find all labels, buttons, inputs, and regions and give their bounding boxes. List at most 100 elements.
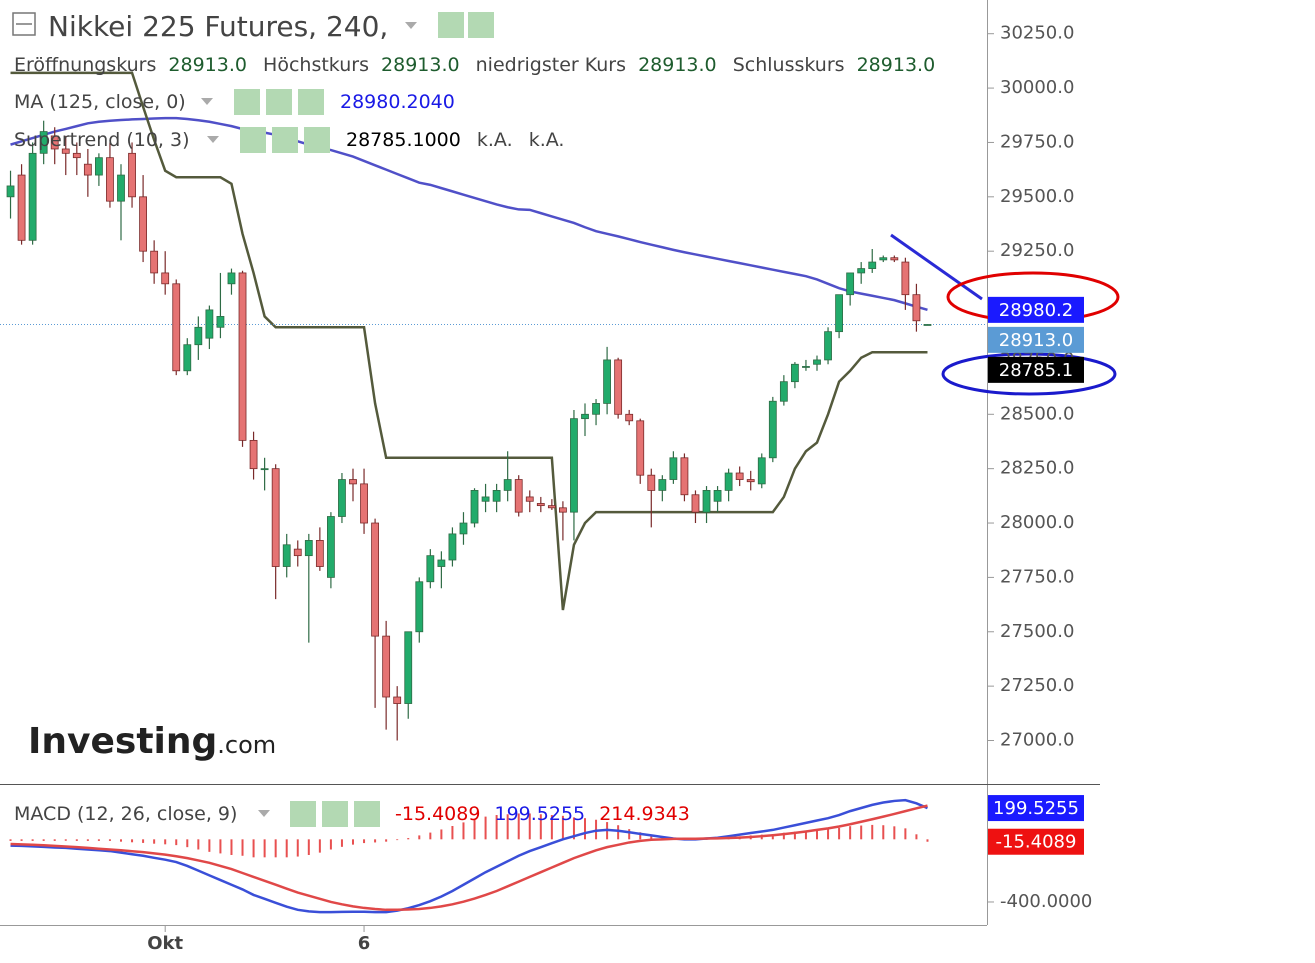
histogram-bar <box>274 839 277 858</box>
candle-body <box>194 326 203 346</box>
histogram-bar <box>329 839 332 850</box>
dropdown[interactable] <box>405 22 417 29</box>
histogram-bar <box>451 826 454 840</box>
candle-body <box>691 494 700 513</box>
candle-body <box>371 522 379 637</box>
candle-body <box>570 418 578 513</box>
icon[interactable] <box>354 801 380 827</box>
ohlc-label: Schlusskurs <box>733 54 845 76</box>
price-badge <box>988 326 1084 353</box>
histogram-bar <box>120 839 122 842</box>
histogram-bar <box>926 839 929 842</box>
histogram-bar <box>9 839 12 841</box>
icon[interactable] <box>298 89 324 115</box>
dropdown[interactable] <box>258 810 270 817</box>
candle-body <box>868 261 877 269</box>
icon[interactable] <box>240 127 266 153</box>
histogram-bar <box>539 814 542 840</box>
candle-body <box>647 474 656 491</box>
histogram-bar <box>340 839 343 847</box>
macd-values: -15.4089 199.5255 214.9343 <box>395 803 690 825</box>
y-tick-label: 29500.0 <box>1000 186 1074 207</box>
histogram-bar <box>849 826 852 840</box>
candle-body <box>658 479 667 491</box>
x-tick-label: 6 <box>358 933 371 954</box>
histogram-bar <box>86 839 89 841</box>
candle-body <box>835 294 843 333</box>
histogram-bar <box>396 839 399 841</box>
icon[interactable] <box>468 12 494 38</box>
candle-body <box>492 490 501 502</box>
dropdown[interactable] <box>207 136 219 143</box>
histogram-bar <box>263 839 266 858</box>
dropdown[interactable] <box>201 98 213 105</box>
candle-body <box>315 540 324 567</box>
icon[interactable] <box>290 801 316 827</box>
y-tick-label: 29250.0 <box>1000 240 1074 261</box>
histogram-bar <box>131 839 134 843</box>
y-tick-label: -400.0000 <box>1000 891 1092 912</box>
histogram-bar <box>617 825 620 840</box>
candle-body <box>536 503 545 507</box>
histogram-bar <box>42 839 45 841</box>
macd-value: 199.5255 <box>494 803 585 825</box>
histogram-bar <box>219 839 222 854</box>
candle-body <box>161 272 170 285</box>
candle-body <box>238 272 247 441</box>
candle-body <box>757 457 766 485</box>
watermark-text: Investing <box>28 721 217 762</box>
candle-body <box>61 148 70 154</box>
histogram-bar <box>639 832 642 840</box>
ohlc-value: 28913.0 <box>857 54 936 76</box>
candle-body <box>791 363 799 383</box>
price-badge <box>988 296 1084 323</box>
candle-body <box>404 631 413 704</box>
candle-body <box>448 533 457 561</box>
histogram-bar <box>429 832 432 840</box>
price-badge <box>988 356 1084 383</box>
candle-body <box>260 468 269 471</box>
histogram-bar <box>462 822 465 840</box>
candle-body <box>249 439 258 470</box>
y-tick-label: 30250.0 <box>1000 23 1074 44</box>
ohlc-legend: Eröffnungskurs 28913.0 Höchstkurs 28913.… <box>14 54 935 76</box>
icon[interactable] <box>266 89 292 115</box>
legend-value: 28785.1000 <box>346 129 461 151</box>
candle-body <box>603 359 611 404</box>
legend-entry: Supertrend (10, 3) <box>14 129 190 151</box>
candle-body <box>271 468 280 567</box>
candle-body <box>360 483 368 524</box>
legend-values: 28785.1000 k.A. k.A. <box>346 129 564 151</box>
candle-body <box>95 157 103 176</box>
histogram-bar <box>584 818 586 840</box>
x-tick-label: Okt <box>147 933 183 954</box>
histogram-bar <box>153 839 156 844</box>
candle-body <box>779 381 788 402</box>
candle-body <box>713 490 722 502</box>
candle-body <box>349 479 357 485</box>
watermark-text: .com <box>217 731 276 759</box>
candle-body <box>128 152 136 198</box>
y-tick-label: 30000.0 <box>1000 77 1074 98</box>
histogram-bar <box>374 839 377 843</box>
icon[interactable] <box>272 127 298 153</box>
price-badge-label: -15.4089 <box>996 832 1077 853</box>
icon[interactable] <box>438 12 464 38</box>
collapse-icon[interactable] <box>12 12 36 36</box>
price-badge-label: 28980.2 <box>999 300 1073 321</box>
candle-body <box>293 548 302 557</box>
histogram-bar <box>550 815 553 840</box>
candle-body <box>415 581 424 633</box>
histogram-bar <box>285 839 288 858</box>
icon[interactable] <box>234 89 260 115</box>
icon[interactable] <box>304 127 330 153</box>
legend-value: k.A. <box>529 129 565 151</box>
ohlc-label: Höchstkurs <box>263 54 369 76</box>
candle-body <box>614 359 623 415</box>
histogram-bar <box>904 828 907 840</box>
candle-body <box>702 490 711 513</box>
candle-body <box>139 196 147 252</box>
icon[interactable] <box>322 801 348 827</box>
histogram-bar <box>230 839 233 855</box>
